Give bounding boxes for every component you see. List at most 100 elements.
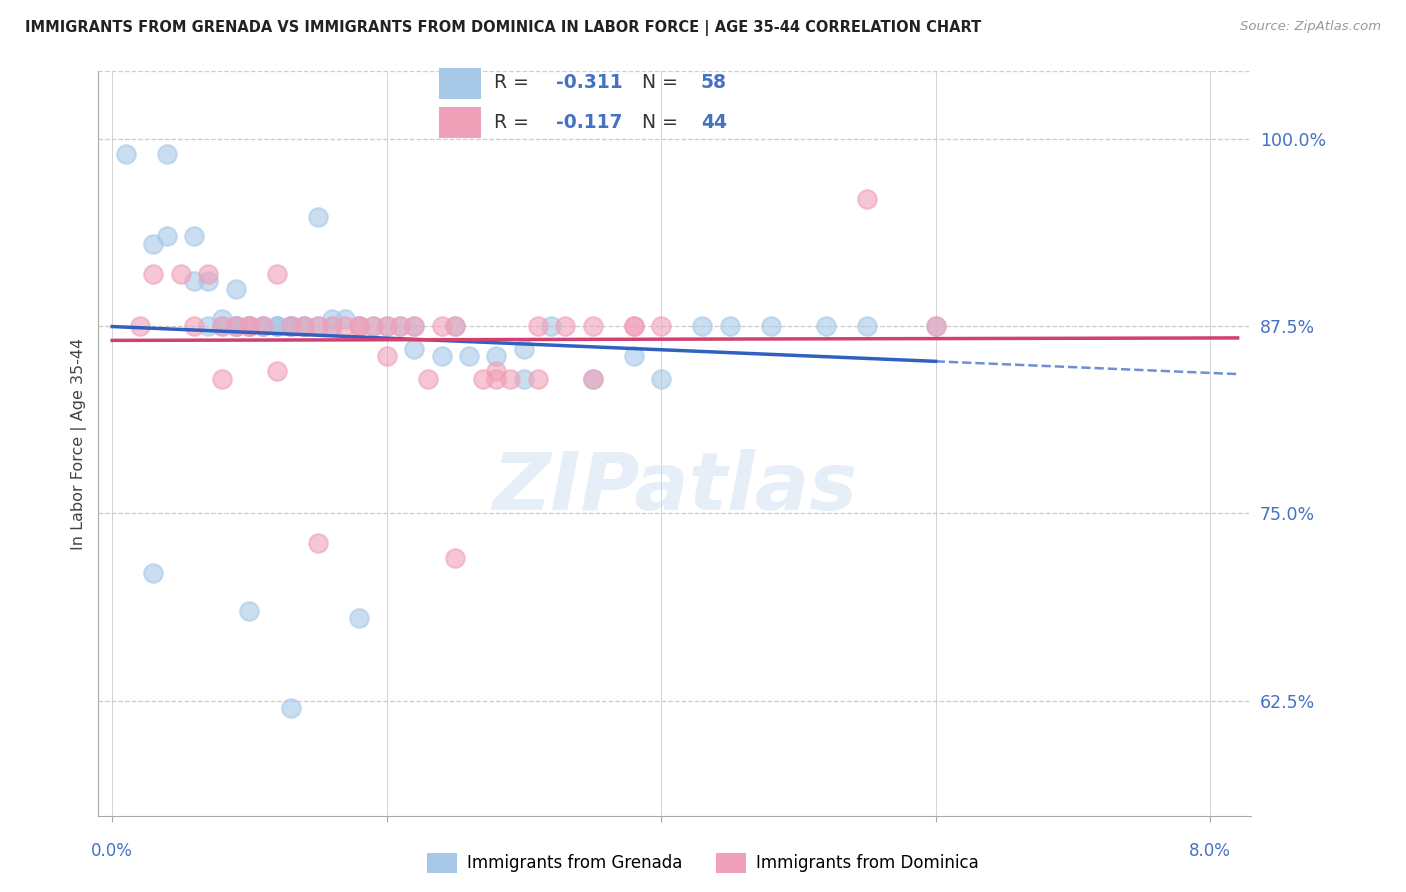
- Point: [485, 371, 508, 385]
- Point: [211, 319, 233, 334]
- Point: [444, 319, 467, 334]
- Point: [404, 319, 426, 334]
- Point: [759, 319, 782, 334]
- Point: [416, 371, 439, 385]
- Point: [225, 319, 247, 334]
- Point: [335, 311, 357, 326]
- Point: [389, 319, 412, 334]
- Point: [142, 566, 165, 581]
- Point: [280, 701, 302, 715]
- Text: 44: 44: [702, 112, 727, 132]
- Point: [347, 319, 370, 334]
- Point: [430, 319, 453, 334]
- Point: [238, 319, 260, 334]
- Y-axis label: In Labor Force | Age 35-44: In Labor Force | Age 35-44: [72, 338, 87, 549]
- Text: 58: 58: [702, 73, 727, 93]
- Point: [924, 319, 946, 334]
- Text: Source: ZipAtlas.com: Source: ZipAtlas.com: [1240, 20, 1381, 33]
- Point: [444, 319, 467, 334]
- Point: [623, 349, 645, 363]
- Point: [252, 319, 274, 334]
- Point: [211, 319, 233, 334]
- Point: [211, 311, 233, 326]
- Point: [526, 371, 548, 385]
- Point: [307, 536, 329, 550]
- Point: [238, 319, 260, 334]
- Point: [238, 319, 260, 334]
- Point: [335, 319, 357, 334]
- Point: [430, 349, 453, 363]
- Point: [170, 267, 193, 281]
- Point: [321, 319, 343, 334]
- Point: [581, 319, 603, 334]
- Point: [321, 311, 343, 326]
- Point: [266, 364, 288, 378]
- Point: [183, 229, 205, 244]
- Point: [280, 319, 302, 334]
- Point: [225, 319, 247, 334]
- Point: [211, 371, 233, 385]
- Point: [485, 349, 508, 363]
- Text: R =: R =: [495, 73, 536, 93]
- Point: [238, 319, 260, 334]
- Point: [266, 319, 288, 334]
- Point: [554, 319, 576, 334]
- Text: IMMIGRANTS FROM GRENADA VS IMMIGRANTS FROM DOMINICA IN LABOR FORCE | AGE 35-44 C: IMMIGRANTS FROM GRENADA VS IMMIGRANTS FR…: [25, 20, 981, 36]
- Point: [404, 319, 426, 334]
- Point: [225, 319, 247, 334]
- Point: [266, 319, 288, 334]
- Point: [404, 342, 426, 356]
- Point: [375, 349, 398, 363]
- Point: [623, 319, 645, 334]
- Point: [347, 319, 370, 334]
- Point: [225, 319, 247, 334]
- Point: [197, 319, 219, 334]
- FancyBboxPatch shape: [439, 68, 481, 99]
- Point: [307, 319, 329, 334]
- Text: 8.0%: 8.0%: [1189, 842, 1232, 860]
- Text: N =: N =: [643, 73, 685, 93]
- Point: [128, 319, 150, 334]
- FancyBboxPatch shape: [439, 107, 481, 138]
- Text: 0.0%: 0.0%: [91, 842, 134, 860]
- Point: [499, 371, 522, 385]
- Point: [225, 282, 247, 296]
- Point: [225, 319, 247, 334]
- Text: -0.311: -0.311: [557, 73, 623, 93]
- Text: -0.117: -0.117: [557, 112, 623, 132]
- Point: [292, 319, 315, 334]
- Point: [292, 319, 315, 334]
- Point: [581, 371, 603, 385]
- Point: [361, 319, 384, 334]
- Point: [389, 319, 412, 334]
- Point: [183, 319, 205, 334]
- Point: [471, 371, 494, 385]
- Point: [650, 371, 672, 385]
- Point: [266, 267, 288, 281]
- Point: [856, 319, 879, 334]
- Text: N =: N =: [643, 112, 685, 132]
- Point: [485, 364, 508, 378]
- Point: [142, 236, 165, 251]
- Point: [540, 319, 562, 334]
- Point: [183, 274, 205, 288]
- Point: [444, 551, 467, 566]
- Point: [321, 319, 343, 334]
- Point: [115, 146, 138, 161]
- Text: ZIPatlas: ZIPatlas: [492, 450, 858, 527]
- Point: [292, 319, 315, 334]
- Point: [513, 342, 536, 356]
- Point: [280, 319, 302, 334]
- Point: [375, 319, 398, 334]
- Point: [526, 319, 548, 334]
- Point: [856, 192, 879, 206]
- Point: [197, 267, 219, 281]
- Point: [156, 229, 179, 244]
- Point: [718, 319, 741, 334]
- Point: [238, 604, 260, 618]
- Point: [307, 210, 329, 224]
- Text: R =: R =: [495, 112, 536, 132]
- Point: [280, 319, 302, 334]
- Point: [156, 146, 179, 161]
- Point: [924, 319, 946, 334]
